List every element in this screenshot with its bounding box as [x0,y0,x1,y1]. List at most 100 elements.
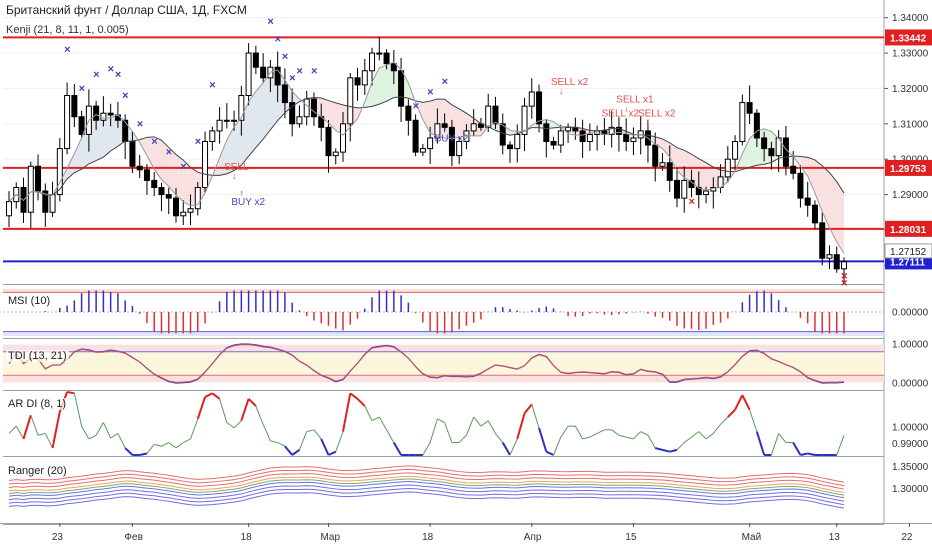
candle-body-up [724,158,731,178]
time-tick-label: 18 [422,532,434,543]
kenji-cloud-segment [669,142,677,171]
ardi-segment [755,431,766,456]
ranger-line-5 [8,481,845,499]
candle-body-down [746,102,753,114]
candle-body-up [216,119,223,132]
kenji-cloud-segment [176,154,184,202]
swing-marker-low: × [841,270,847,282]
ardi-segment [792,442,802,456]
candle-body-up [180,211,187,217]
ardi-segment [81,425,90,440]
ardi-segment [73,393,83,427]
ardi-segment [95,422,104,436]
ardi-segment [480,420,489,427]
swing-marker-high: × [296,65,302,77]
ardi-segment [226,422,235,429]
ardi-segment [233,420,242,429]
level-label-3: 1.27111 [890,257,925,268]
ardi-segment [691,431,700,438]
candle-body-down [492,105,499,125]
tdi-pane-label: TDI (13, 21) [6,350,69,362]
ardi-segment [778,433,787,443]
signal-arrow-1: ↑ [239,188,244,198]
level-badge-1 [885,159,932,176]
candle-body-down [173,197,179,217]
swing-marker-high: × [151,136,157,148]
candle-body-up [245,52,252,97]
level-badge-0 [885,29,932,46]
kenji-cloud-segment [146,136,155,170]
ardi-segment [531,404,540,429]
kenji-cloud-segment [829,172,837,242]
ardi-segment [190,418,199,440]
candle-body-up [64,95,71,150]
kenji-cloud-segment [154,136,162,180]
ardi-segment [196,396,206,420]
level-label-1: 1.29753 [890,164,927,175]
tdi-tick-label: 0.00000 [892,379,929,390]
ardi-segment [30,415,39,436]
ardi-segment [88,434,97,440]
ardi-segment [770,433,780,456]
candle-body-down [325,126,332,157]
ardi-segment [22,414,32,440]
ardi-segment [465,416,475,436]
ardi-segment [219,398,228,423]
ardi-segment [698,431,707,440]
ardi-segment [523,403,533,415]
ardi-segment [437,418,445,423]
ardi-segment [574,425,584,440]
ranger-line-7 [8,487,845,506]
candle-body-up [231,119,238,122]
chart-title: Британский фунт / Доллар США, 1Д, FXCM [6,3,247,17]
ranger-line-3 [8,475,845,494]
candle-body-up [56,148,63,196]
ardi-segment [364,405,373,421]
ranger-tick-label: 1.35000 [892,462,929,473]
ardi-segment [168,442,177,449]
candle-body-down [107,112,114,116]
ardi-segment [291,449,301,456]
candle-body-down [804,197,811,206]
candle-body-up [361,70,368,86]
candle-body-up [557,130,564,146]
ardi-segment [102,422,112,439]
ardi-segment [313,429,322,440]
candle-body-down [93,105,100,121]
kenji-cloud-segment [379,65,387,105]
price-tick-label: 1.34000 [892,13,929,24]
ardi-segment [727,409,736,418]
kenji-cloud-segment-blue [67,153,75,179]
swing-marker-low: × [841,278,847,290]
ardi-segment [669,448,678,453]
time-tick-label: Мар [320,532,340,543]
kenji-cloud-segment [386,62,394,102]
candle-body-down [310,98,317,118]
candle-body-up [332,151,339,157]
ardi-segment [247,398,257,407]
time-tick-label: Апр [524,532,542,543]
kenji-cloud-segment [139,137,147,156]
candle-body-down [579,130,586,142]
swing-marker-high: × [180,161,186,173]
kenji-cloud-segment-blue [234,117,242,171]
swing-marker-high: × [166,147,172,159]
signal-label-2: BUY x2 [435,134,469,145]
candle-body-up [659,162,666,167]
time-tick-label: 18 [241,532,253,543]
ardi-segment [15,425,24,440]
time-tick-label: Май [742,532,762,543]
candle-body-down [768,148,775,157]
signal-arrow-5: ↓ [624,104,629,114]
kenji-cloud-segment [807,157,815,194]
ardi-segment [422,442,431,456]
ardi-segment [647,435,656,449]
kenji-cloud-segment [822,165,830,228]
ardi-segment [240,398,250,421]
kenji-cloud-segment-blue [74,137,82,173]
kenji-cloud-segment [459,108,467,138]
candle-body-up [514,133,521,150]
ardi-segment [516,413,526,440]
candle-body-up [100,112,107,121]
